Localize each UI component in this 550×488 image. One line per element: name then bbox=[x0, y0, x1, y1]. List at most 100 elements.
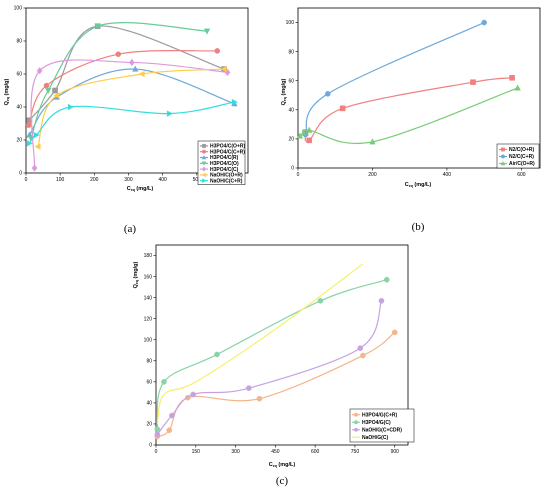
data-point-a-4-2 bbox=[129, 58, 135, 67]
series-line-c-2 bbox=[156, 300, 383, 435]
y-tick-label-c-4: 80 bbox=[146, 358, 152, 364]
y-tick-label-a-5: 100 bbox=[14, 6, 23, 12]
legend-marker-c-2 bbox=[354, 427, 358, 432]
legend-label-a-1: H3PO4/C(C+R) bbox=[210, 149, 245, 155]
data-point-b-2-3 bbox=[369, 138, 376, 145]
data-point-a-4-0 bbox=[31, 164, 38, 172]
tick-group-b: 0 200 400 600 0 20 40 60 80 100 bbox=[286, 20, 526, 178]
y-tick-label-c-3: 60 bbox=[146, 380, 152, 386]
series-group-a bbox=[25, 22, 238, 172]
y-tick-label-c-2: 40 bbox=[146, 401, 152, 407]
panel-label-b: (b) bbox=[412, 221, 425, 233]
legend-label-a-3: H3PO4/C(O) bbox=[210, 161, 239, 167]
plot-frame-a bbox=[25, 7, 249, 174]
data-point-a-6-0 bbox=[26, 140, 33, 147]
x-tick-label-b-2: 400 bbox=[443, 172, 452, 178]
series-group-c bbox=[154, 263, 398, 440]
data-point-c-2-4 bbox=[357, 345, 364, 351]
y-tick-label-b-4: 80 bbox=[288, 49, 294, 55]
data-point-b-2-1 bbox=[300, 129, 307, 136]
tick-group-c: 0 150 300 450 600 750 900 0 20 40 60 80 100 120 140 160… bbox=[144, 253, 399, 455]
data-point-b-2-2 bbox=[305, 126, 313, 133]
data-point-c-0-1 bbox=[166, 427, 173, 434]
legend-label-a-4: H3PO4/C(C) bbox=[210, 167, 239, 173]
panel-label-c: (c) bbox=[276, 475, 289, 487]
data-point-c-1-3 bbox=[317, 297, 324, 304]
data-point-b-0-3 bbox=[470, 79, 476, 85]
legend-label-a-2: H3PO4/C(R) bbox=[210, 155, 239, 161]
data-point-a-2-2 bbox=[132, 65, 139, 72]
data-point-c-2-0 bbox=[154, 431, 161, 438]
y-tick-label-b-0: 0 bbox=[291, 166, 294, 172]
y-tick-label-c-7: 140 bbox=[144, 295, 153, 301]
y-tick-label-b-1: 20 bbox=[288, 137, 294, 143]
x-tick-label-a-2: 200 bbox=[90, 177, 99, 183]
series-line-a-1 bbox=[28, 49, 218, 126]
y-axis-label-a: Qeq (mg/g) bbox=[4, 78, 10, 105]
x-tick-label-c-4: 600 bbox=[311, 449, 320, 455]
legend-marker-a-0 bbox=[202, 143, 206, 148]
y-tick-label-b-5: 100 bbox=[286, 20, 295, 26]
series-line-a-4 bbox=[30, 59, 228, 169]
series-line-b-2 bbox=[299, 87, 518, 144]
data-point-b-1-2 bbox=[481, 19, 487, 26]
y-tick-label-a-4: 80 bbox=[16, 39, 22, 45]
legend-b: N2/C(O+R)N2/C(C+R)Air/C(O+R) bbox=[496, 143, 540, 169]
data-point-b-0-4 bbox=[509, 75, 515, 81]
data-point-a-0-1 bbox=[52, 87, 58, 94]
data-point-a-5-2 bbox=[138, 70, 145, 78]
legend-label-c-3: NaOH/G(C) bbox=[362, 435, 388, 441]
x-tick-label-a-4: 400 bbox=[158, 177, 167, 183]
y-tick-label-b-2: 40 bbox=[288, 108, 294, 114]
legend-label-a-6: NaOH/C(C+R) bbox=[210, 178, 243, 184]
x-axis-label-c: Ceq (mg/L) bbox=[269, 462, 296, 468]
legend-c: H3PO4/G(C+R) H3PO4/G(C)NaOH/G(C+CDR) NaOH/… bbox=[349, 408, 415, 443]
series-line-c-1 bbox=[156, 279, 387, 430]
series-line-b-1 bbox=[304, 22, 485, 135]
x-axis-label-b: Ceq (mg/L) bbox=[405, 182, 432, 188]
data-point-c-0-5 bbox=[391, 329, 398, 336]
legend-marker-a-6 bbox=[202, 178, 207, 183]
legend-label-c-0: H3PO4/G(C+R) bbox=[362, 412, 397, 418]
x-tick-label-c-1: 150 bbox=[192, 449, 201, 455]
legend-label-a-5: NaOH/C(O+R) bbox=[210, 173, 243, 179]
x-tick-label-a-1: 100 bbox=[56, 177, 65, 183]
x-tick-label-b-0: 0 bbox=[297, 172, 300, 178]
y-tick-label-c-9: 180 bbox=[144, 253, 153, 259]
series-line-a-0 bbox=[28, 25, 225, 121]
x-axis-label-a: Ceq (mg/L) bbox=[127, 186, 154, 192]
data-point-a-3-3 bbox=[203, 28, 211, 35]
chart-panel-a: 0100200300400500600020406080100 H3PO4/C(… bbox=[4, 6, 249, 235]
legend-marker-c-0 bbox=[354, 412, 358, 417]
x-tick-label-c-6: 900 bbox=[391, 449, 400, 455]
data-point-b-0-1 bbox=[306, 137, 312, 144]
legend-marker-a-2 bbox=[201, 155, 207, 160]
y-tick-label-c-8: 160 bbox=[144, 274, 153, 280]
y-tick-label-a-3: 60 bbox=[16, 72, 22, 78]
tick-group-a: 0100200300400500600020406080100 bbox=[14, 6, 236, 183]
data-point-b-2-4 bbox=[514, 84, 521, 91]
data-point-a-5-3 bbox=[220, 65, 227, 73]
data-point-c-2-1 bbox=[169, 412, 175, 419]
y-tick-label-c-0: 0 bbox=[149, 443, 152, 449]
legend-marker-c-1 bbox=[354, 420, 358, 425]
data-point-a-6-3 bbox=[166, 110, 173, 117]
data-point-b-0-2 bbox=[339, 105, 346, 112]
x-tick-label-b-1: 200 bbox=[368, 172, 377, 178]
y-tick-label-c-5: 100 bbox=[144, 337, 153, 343]
y-tick-label-a-0: 0 bbox=[19, 171, 22, 177]
data-point-c-1-4 bbox=[383, 276, 390, 283]
data-point-a-5-1 bbox=[53, 92, 60, 99]
legend-marker-a-4 bbox=[202, 166, 206, 172]
legend-label-b-2: Air/C(O+R) bbox=[509, 161, 535, 167]
data-point-c-1-2 bbox=[214, 351, 220, 358]
data-point-a-5-0 bbox=[34, 143, 41, 150]
legend-a: H3PO4/C(O+R)H3PO4/C(C+R)H3PO4/C(R)H3PO4/… bbox=[197, 140, 245, 185]
data-point-c-1-1 bbox=[161, 379, 167, 385]
series-line-a-6 bbox=[28, 101, 235, 144]
plot-frame-c bbox=[155, 244, 409, 446]
legend-marker-a-5 bbox=[201, 172, 206, 178]
x-tick-label-c-3: 450 bbox=[271, 449, 280, 455]
data-point-a-6-1 bbox=[33, 131, 40, 139]
